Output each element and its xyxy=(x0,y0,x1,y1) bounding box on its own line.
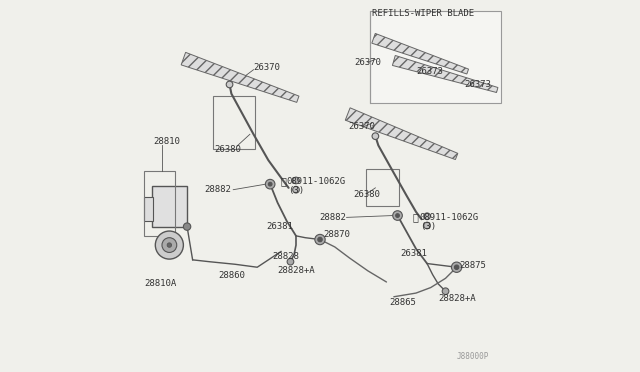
Circle shape xyxy=(424,222,430,229)
Circle shape xyxy=(372,133,379,140)
Circle shape xyxy=(318,237,322,242)
Circle shape xyxy=(268,182,272,186)
Text: 28828+A: 28828+A xyxy=(438,294,476,303)
Text: 28810A: 28810A xyxy=(145,279,177,288)
Polygon shape xyxy=(345,108,458,160)
Circle shape xyxy=(292,186,300,193)
Text: REFILLS-WIPER BLADE: REFILLS-WIPER BLADE xyxy=(372,9,474,19)
Text: 26370: 26370 xyxy=(349,122,376,131)
Text: (3): (3) xyxy=(289,186,305,195)
Text: 26373: 26373 xyxy=(417,67,444,76)
Text: 28860: 28860 xyxy=(218,271,245,280)
Text: 28882: 28882 xyxy=(205,185,232,194)
Text: J88000P: J88000P xyxy=(456,352,489,361)
Circle shape xyxy=(287,259,294,265)
Bar xyxy=(143,171,175,236)
Bar xyxy=(370,11,501,103)
Polygon shape xyxy=(392,55,498,93)
Text: 26380: 26380 xyxy=(215,145,242,154)
Circle shape xyxy=(393,211,403,220)
Text: Ⓝ: Ⓝ xyxy=(412,212,418,222)
Circle shape xyxy=(442,288,449,295)
Circle shape xyxy=(292,177,300,184)
Bar xyxy=(213,96,255,149)
Text: Ⓝ: Ⓝ xyxy=(280,176,286,186)
Circle shape xyxy=(167,243,172,247)
Text: 28882: 28882 xyxy=(319,213,346,222)
Circle shape xyxy=(266,179,275,189)
Circle shape xyxy=(424,213,430,219)
Circle shape xyxy=(451,262,462,272)
Bar xyxy=(366,169,399,206)
Circle shape xyxy=(156,231,184,259)
Text: 08911-1062G: 08911-1062G xyxy=(419,213,478,222)
Bar xyxy=(152,186,187,227)
Text: 26380: 26380 xyxy=(353,190,380,199)
Text: 26370: 26370 xyxy=(253,63,280,72)
Text: 28865: 28865 xyxy=(389,298,416,307)
Circle shape xyxy=(454,265,459,269)
Text: 26381: 26381 xyxy=(401,249,428,258)
Circle shape xyxy=(184,223,191,230)
Text: 28870: 28870 xyxy=(323,230,350,239)
Text: 26373: 26373 xyxy=(465,80,492,89)
Polygon shape xyxy=(181,52,299,102)
Circle shape xyxy=(315,234,325,245)
Text: (3): (3) xyxy=(420,222,436,231)
Text: 28810: 28810 xyxy=(153,137,180,146)
Text: 26370: 26370 xyxy=(355,58,381,67)
Text: 08911-1062G: 08911-1062G xyxy=(287,177,346,186)
Text: 28828: 28828 xyxy=(273,252,300,262)
Polygon shape xyxy=(372,33,468,74)
Circle shape xyxy=(226,81,233,88)
Bar xyxy=(143,197,153,221)
Circle shape xyxy=(396,214,399,217)
Circle shape xyxy=(162,238,177,253)
Text: 28828+A: 28828+A xyxy=(278,266,315,275)
Text: 26381: 26381 xyxy=(266,222,293,231)
Text: 28875: 28875 xyxy=(460,261,486,270)
